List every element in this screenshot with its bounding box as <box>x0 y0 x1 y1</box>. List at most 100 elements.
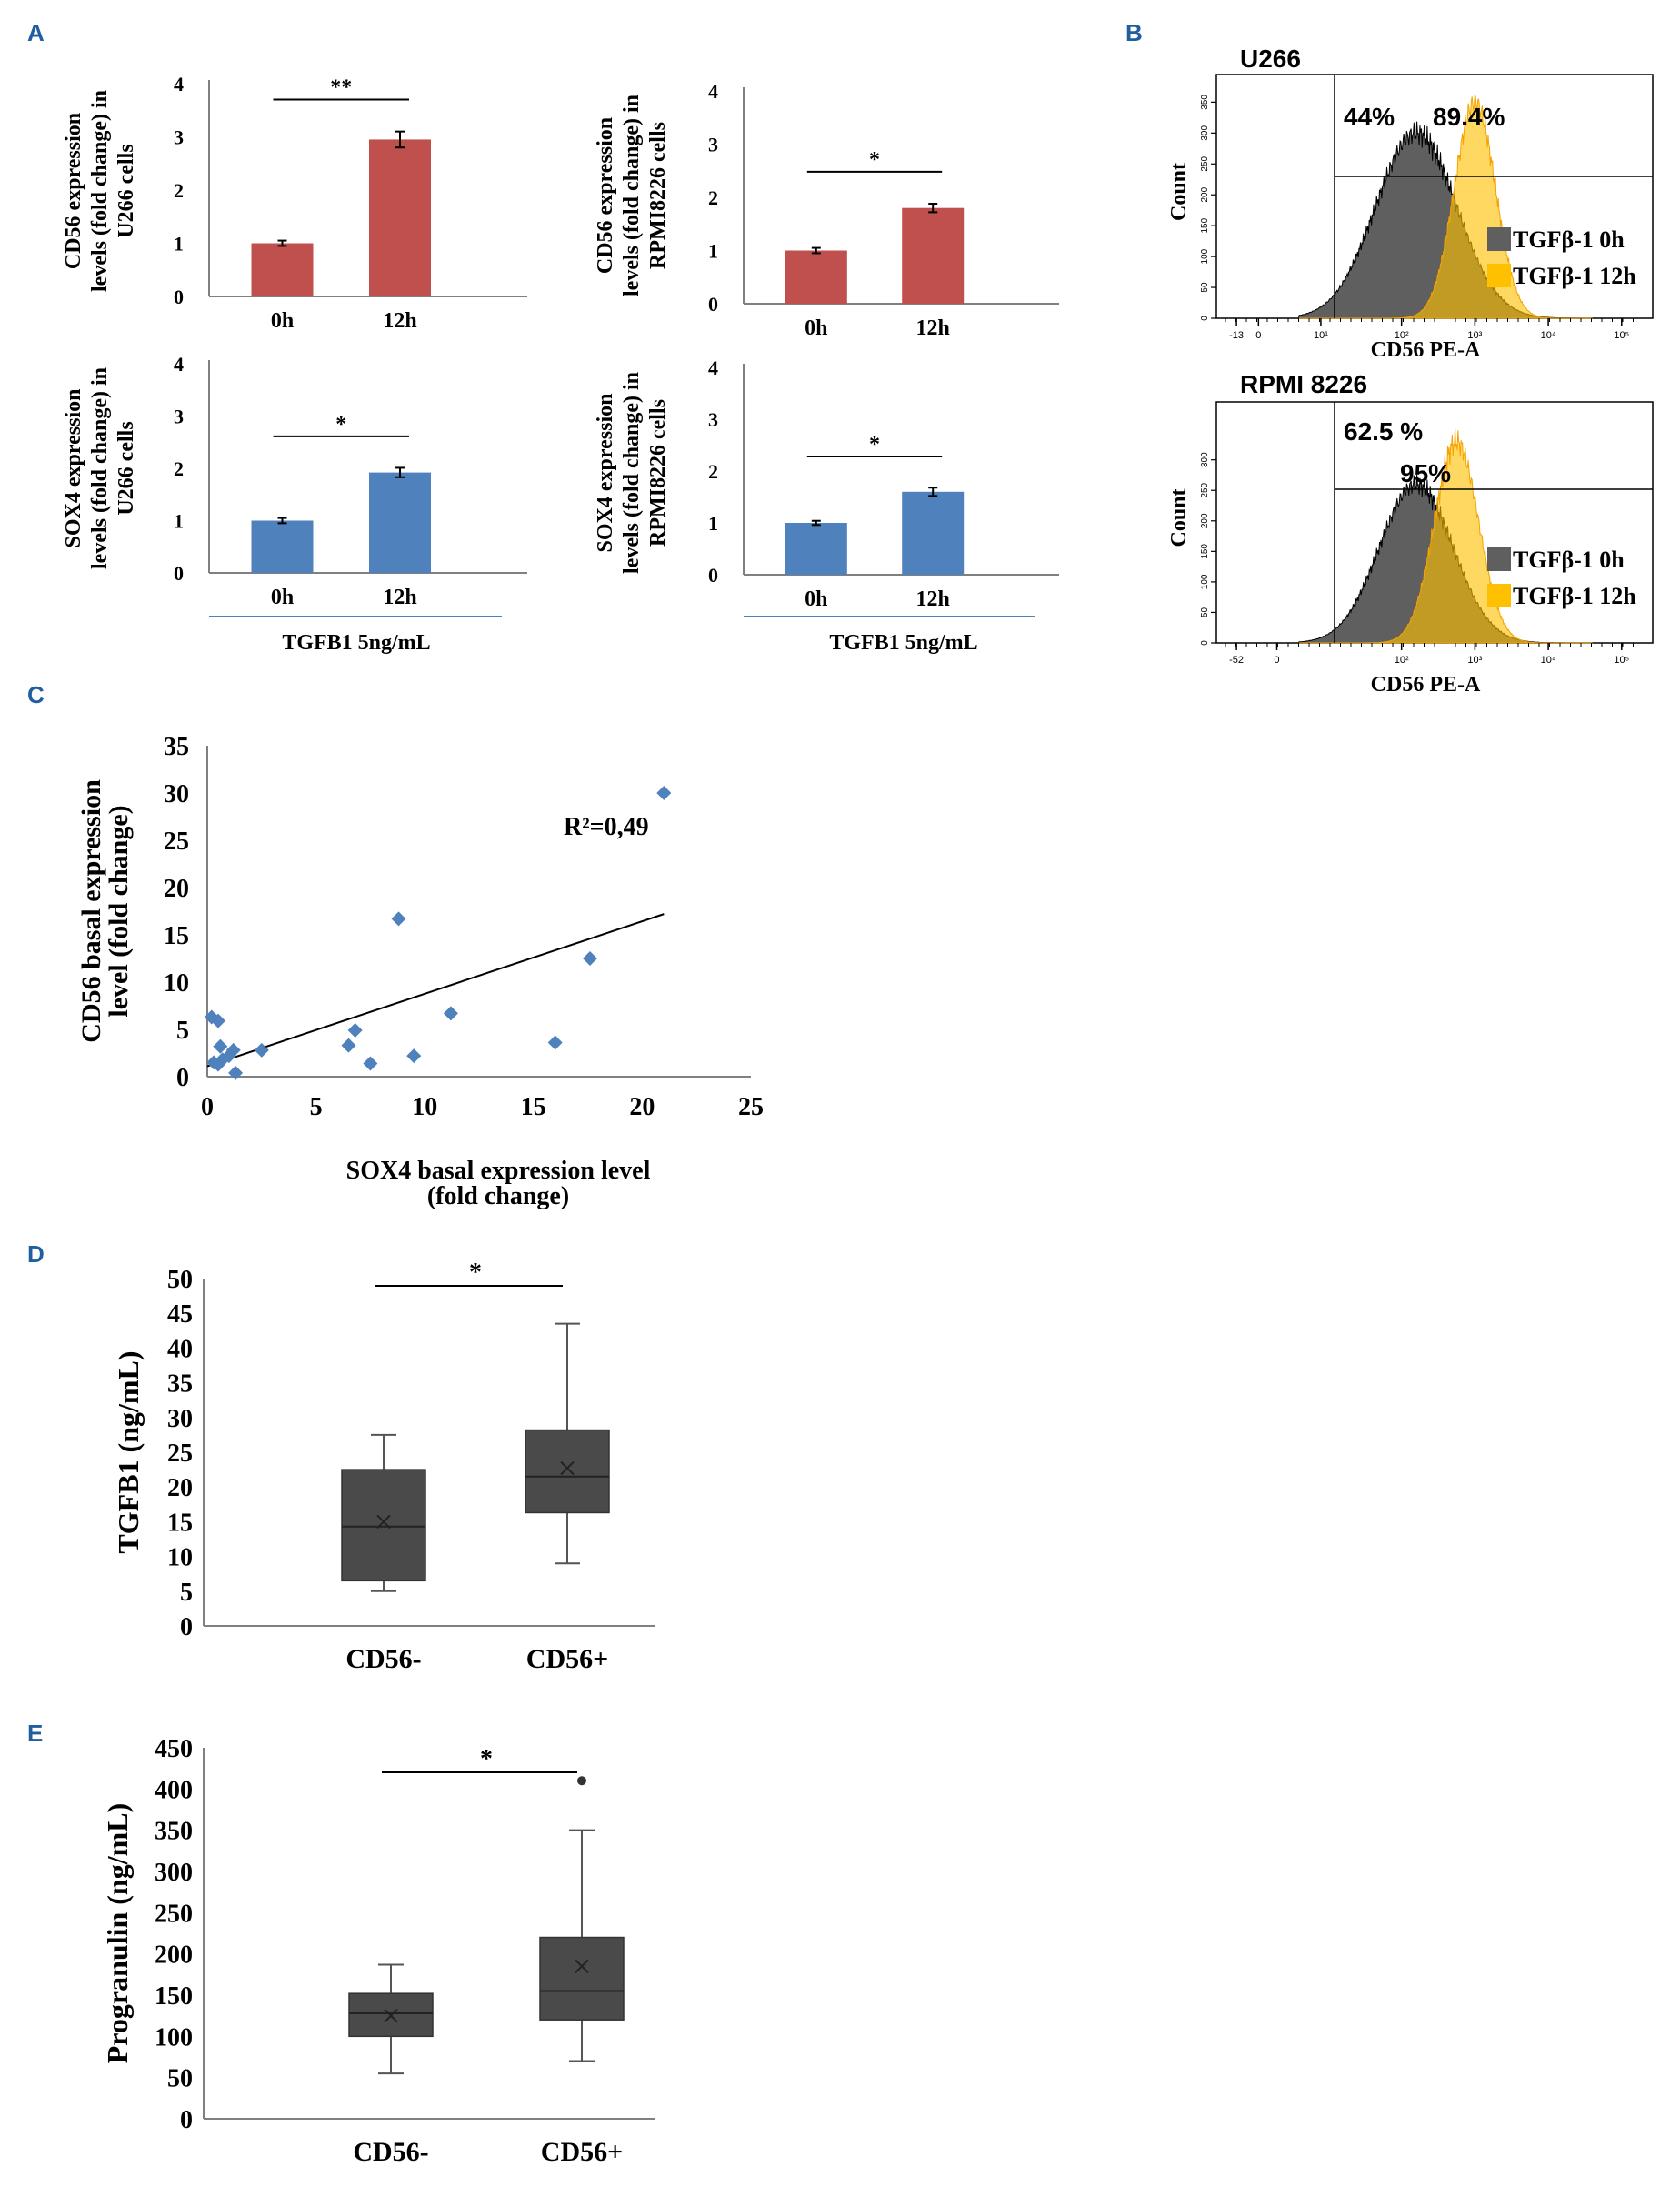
bar-chart-cd56-rpmi8226: 0 1 2 3 4 0h 12h * CD56 expression levels (fold c… <box>594 80 1059 340</box>
y-tick-label: 0 <box>708 293 718 316</box>
legend-label: TGFβ-1 12h <box>1513 263 1636 289</box>
bar-chart-cd56-u266: 0 1 2 3 4 0h 12h ** CD56 expression levels (fold … <box>62 73 527 333</box>
x-tick-label: CD56- <box>353 2137 428 2167</box>
x-tick-label: 12h <box>916 587 950 611</box>
significance-marker: * <box>869 433 880 456</box>
y-tick-label: 1 <box>174 510 184 533</box>
x-axis-label: CD56 PE-A <box>1371 338 1481 362</box>
y-tick-label: 25 <box>164 828 189 856</box>
y-tick-label: 200 <box>155 1941 193 1970</box>
x-tick-label: 0h <box>805 316 827 340</box>
y-tick-label: 10 <box>164 969 189 998</box>
x-tick-label: 10⁵ <box>1614 655 1629 666</box>
y-tick-label: 3 <box>174 406 184 428</box>
scatter-point <box>254 1042 269 1058</box>
y-tick-label: 50 <box>1200 607 1210 617</box>
y-axis-label-line: levels (fold change) in <box>620 372 644 574</box>
y-tick-label: 5 <box>176 1017 189 1045</box>
y-axis-label-line: RPMI8226 cells <box>646 122 670 269</box>
y-tick-label: 50 <box>1200 282 1210 293</box>
legend-swatch <box>1487 227 1511 251</box>
y-tick-label: 300 <box>155 1859 193 1887</box>
x-tick-label: 12h <box>916 316 950 340</box>
x-tick-label: 10³ <box>1467 655 1482 666</box>
y-axis-label-line: U266 cells <box>115 144 138 237</box>
y-tick-label: 350 <box>155 1818 193 1846</box>
y-tick-label: 2 <box>708 460 718 483</box>
histogram-TGFβ-1 12h <box>1298 94 1593 319</box>
significance-marker: * <box>335 413 346 436</box>
treatment-label: TGFB1 5ng/mL <box>282 631 430 655</box>
bar-0h <box>251 243 314 296</box>
y-tick-label: 150 <box>1200 544 1210 559</box>
y-tick-label: 300 <box>1200 125 1210 141</box>
y-tick-label: 4 <box>174 73 184 95</box>
histogram-title: RPMI 8226 <box>1240 370 1367 398</box>
significance-marker: * <box>869 148 880 172</box>
y-tick-label: 0 <box>180 2106 193 2134</box>
panel-label-b: B <box>1125 19 1143 46</box>
y-tick-label: 35 <box>164 733 189 761</box>
significance-marker: ** <box>330 76 352 100</box>
y-tick-label: 300 <box>1200 452 1210 467</box>
panel-label-a: A <box>27 19 45 46</box>
y-tick-label: 350 <box>1200 95 1210 110</box>
y-tick-label: 40 <box>167 1335 193 1363</box>
box-CD56+ <box>539 1936 625 2021</box>
y-tick-label: 3 <box>708 408 718 431</box>
y-axis-label-line: CD56 expression <box>62 113 85 269</box>
y-tick-label: 200 <box>1200 186 1210 202</box>
scatter-plot-sox4-cd56: 0 5 10 15 20 25 30 35 0 5 10 15 20 25 R²=0,49 SOX4 basa… <box>76 733 764 1210</box>
y-tick-label: 0 <box>176 1064 189 1092</box>
legend-swatch <box>1487 547 1511 571</box>
box-CD56+ <box>525 1429 610 1514</box>
y-tick-label: 5 <box>180 1579 193 1607</box>
x-axis-label-line2: (fold change) <box>427 1182 569 1210</box>
y-tick-label: 2 <box>708 186 718 209</box>
y-tick-label: 45 <box>167 1300 193 1329</box>
histogram-TGFβ-1 12h <box>1298 427 1593 644</box>
legend-label: TGFβ-1 0h <box>1513 547 1625 573</box>
y-axis-label-line2: level (fold change) <box>104 805 134 1017</box>
x-tick-label: -13 <box>1229 330 1244 341</box>
r-squared-annotation: R²=0,49 <box>564 813 649 841</box>
panel-label-c: C <box>27 681 45 708</box>
histogram-title: U266 <box>1240 45 1301 73</box>
y-axis-label-line: RPMI8226 cells <box>646 399 670 547</box>
box-plot-progranulin: 0 50 100 150 200 250 300 350 400 450 CD56- CD56+ * Pr… <box>101 1735 655 2167</box>
x-tick-label: 15 <box>521 1093 546 1121</box>
scatter-point <box>210 1013 225 1028</box>
scatter-point <box>347 1023 363 1038</box>
treatment-label: TGFB1 5ng/mL <box>829 631 977 655</box>
flow-histogram-rpmi8226: RPMI 8226 62.5 % 95% TGFβ-1 0h TGFβ-1 12h -52… <box>1167 370 1654 697</box>
y-tick-label: 150 <box>1200 217 1210 233</box>
gate-percentage: 89.4% <box>1433 103 1505 131</box>
x-tick-label: 10⁴ <box>1541 330 1556 341</box>
y-tick-label: 15 <box>167 1509 193 1537</box>
y-tick-label: 250 <box>1200 155 1210 171</box>
mean-marker <box>376 1514 391 1530</box>
bar-12h <box>902 491 965 575</box>
y-tick-label: 2 <box>174 457 184 480</box>
legend-swatch <box>1487 264 1511 287</box>
x-tick-label: 20 <box>629 1093 655 1121</box>
y-axis-label-line: CD56 expression <box>594 117 617 274</box>
y-tick-label: 50 <box>167 2065 193 2093</box>
y-axis-label: Count <box>1167 488 1191 547</box>
x-tick-label: 0 <box>201 1093 214 1121</box>
x-tick-label: -52 <box>1229 655 1244 666</box>
x-tick-label: 10² <box>1395 330 1409 341</box>
scatter-point <box>228 1065 244 1080</box>
scatter-point <box>213 1038 228 1054</box>
y-axis-label-line1: CD56 basal expression <box>76 779 106 1043</box>
y-tick-label: 50 <box>167 1266 193 1294</box>
x-tick-label: 25 <box>738 1093 764 1121</box>
y-tick-label: 450 <box>155 1735 193 1763</box>
y-tick-label: 15 <box>164 922 189 950</box>
scatter-point <box>363 1056 378 1071</box>
x-tick-label: 12h <box>383 586 416 609</box>
x-tick-label: 10³ <box>1467 330 1482 341</box>
gate-percentage: 62.5 % <box>1344 417 1423 446</box>
x-tick-label: CD56+ <box>526 1644 608 1674</box>
x-axis-label-line1: SOX4 basal expression level <box>346 1157 651 1185</box>
